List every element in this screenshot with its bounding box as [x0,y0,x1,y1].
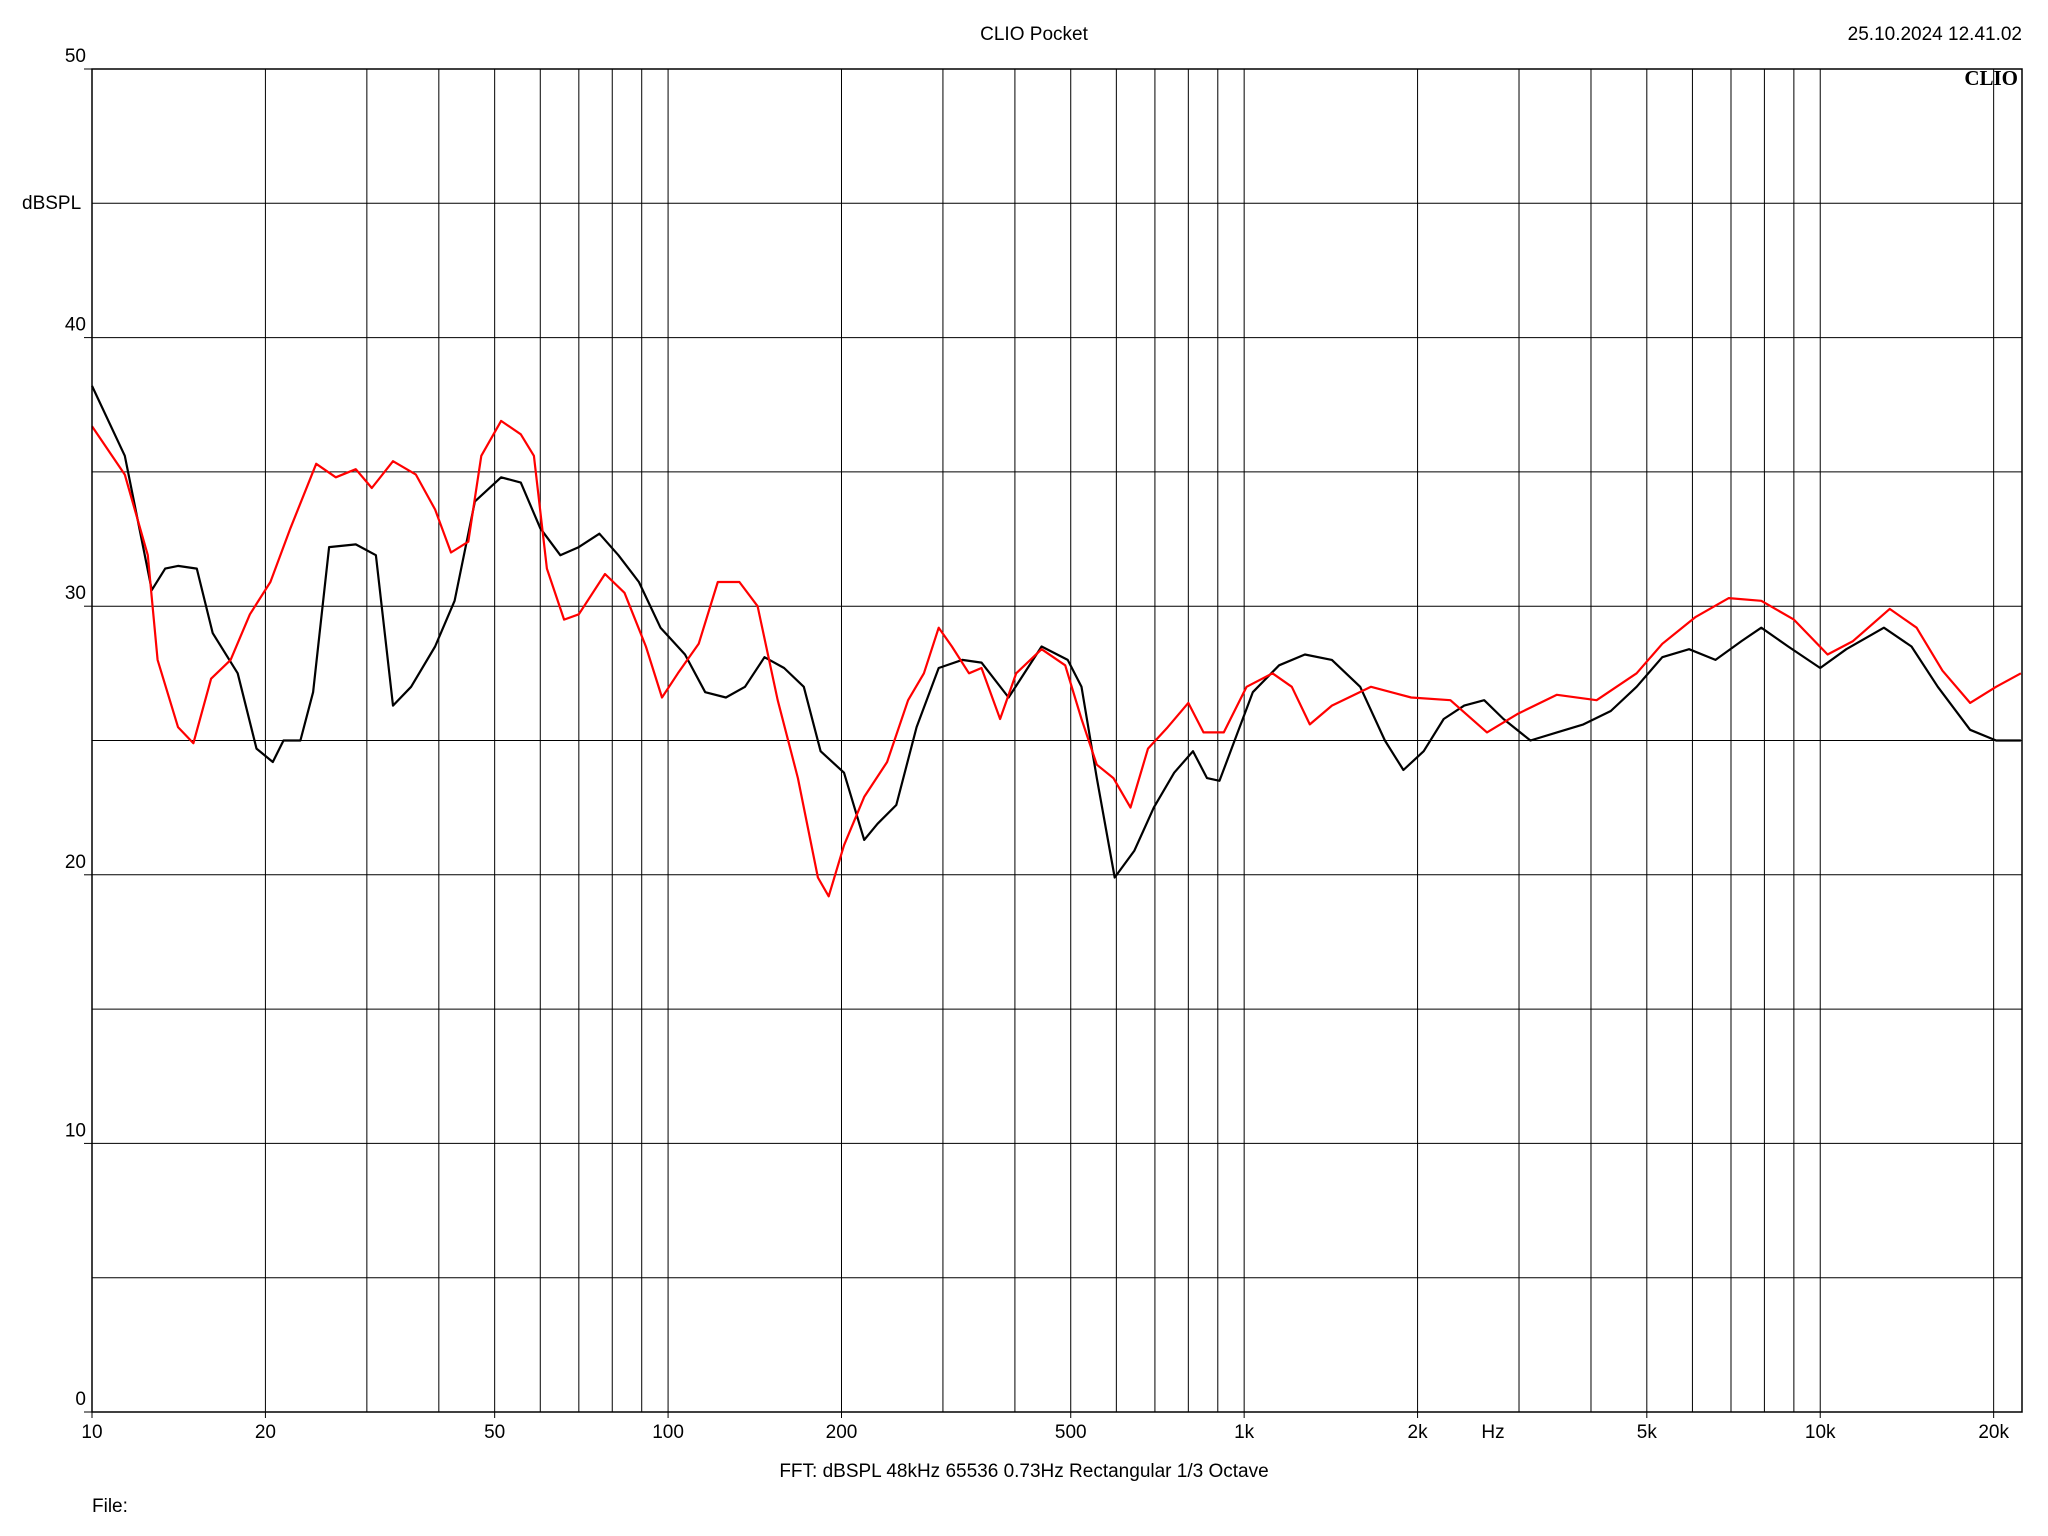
x-tick-label: 10 [81,1422,102,1443]
y-tick-label: 40 [65,315,86,336]
y-tick-label: 20 [65,852,86,873]
x-tick-label: 100 [652,1422,684,1443]
y-tick-label: 10 [65,1120,86,1141]
x-tick-label: 2k [1408,1422,1429,1443]
x-tick-label: 5k [1637,1422,1658,1443]
x-tick-label: 500 [1055,1422,1087,1443]
y-axis-label: dBSPL [22,193,81,214]
x-tick-label: 10k [1805,1422,1836,1443]
plot [91,385,2022,898]
x-tick-label: 20 [255,1422,276,1443]
series-line [91,419,2022,898]
x-tick-label: 20k [1978,1422,2009,1443]
footer: FFT: dBSPL 48kHz 65536 0.73Hz Rectangula… [779,1461,1268,1482]
y-tick-label: 0 [75,1389,86,1410]
timestamp: 25.10.2024 12.41.02 [1848,24,2022,45]
plot-border [91,68,2023,1413]
chart-title: CLIO Pocket [980,24,1088,45]
x-axis-label: Hz [1481,1422,1504,1443]
grid: 0 10 20 30 40 50 10 20 50 100 200 500 1k 2k 5k 10k 20k [65,46,2022,1443]
series-line [91,385,2021,879]
logo: CLIO [1964,66,2018,90]
x-tick-label: 1k [1234,1422,1255,1443]
y-tick-label: 30 [65,583,86,604]
x-tick-label: 200 [826,1422,858,1443]
x-tick-label: 50 [484,1422,505,1443]
file-label: File: [92,1496,128,1517]
y-tick-label: 50 [65,46,86,67]
